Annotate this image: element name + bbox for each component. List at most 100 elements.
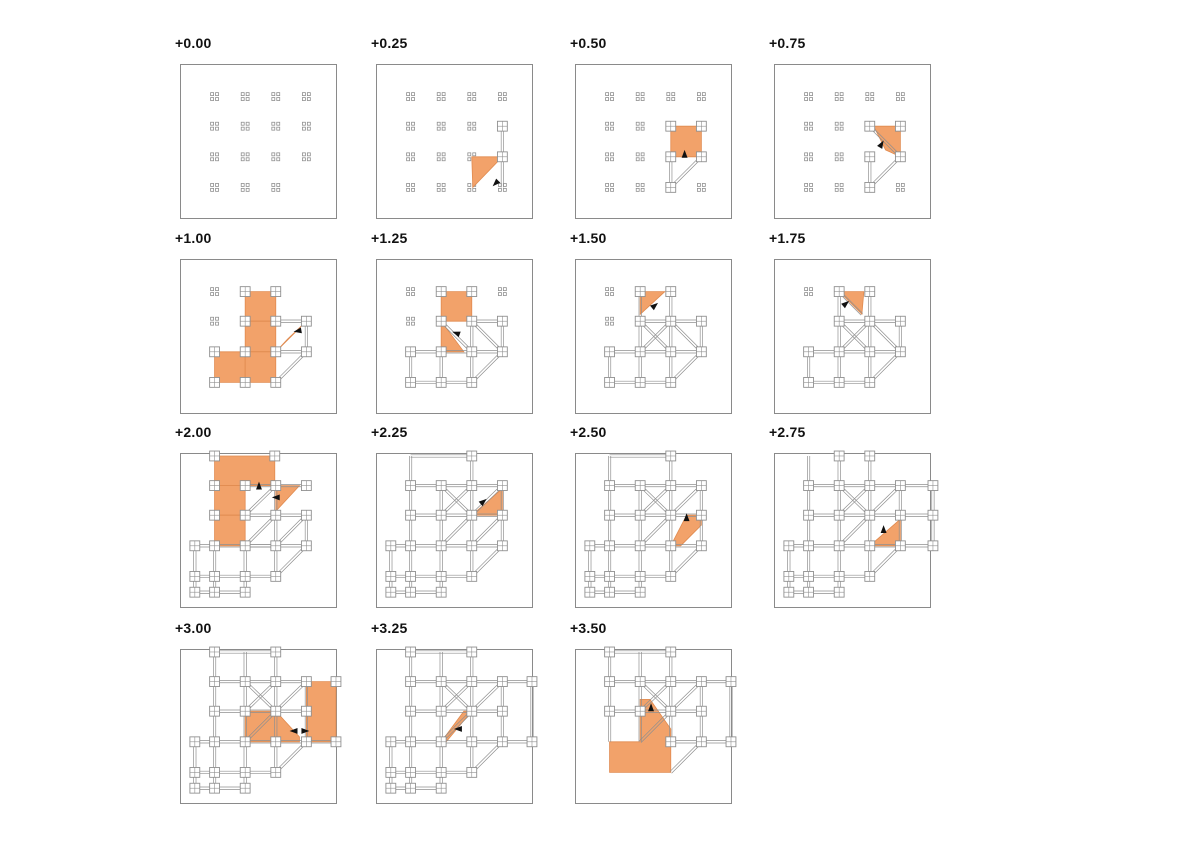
column-node-icon [864,571,876,582]
column-node-icon [496,676,508,687]
highlighted-area [639,291,666,316]
column-node-icon [466,646,478,658]
column-node-icon [803,509,814,521]
column-node-icon [496,346,508,358]
column-marker-icon [896,183,905,192]
beam-line [390,770,472,774]
column-marker-icon [406,152,415,162]
column-marker-icon [666,92,676,101]
direction-arrow-icon [301,727,310,734]
column-node-icon [435,676,447,687]
column-node-icon [894,540,906,552]
column-node-icon [270,646,282,658]
plan-drawing [783,450,939,598]
beam-line [440,514,473,547]
column-node-icon [385,767,397,778]
column-marker-icon [834,121,844,131]
frame-label: +3.00 [175,620,212,636]
frame-label: +2.00 [175,424,212,440]
beam-line [609,454,671,458]
plan-drawing [385,646,538,794]
column-marker-icon [406,183,415,192]
column-node-icon [584,571,596,582]
column-node-icon [466,509,478,521]
column-marker-icon [302,152,311,162]
column-node-icon [803,586,814,598]
column-node-icon [665,571,677,582]
beam-line [244,710,277,743]
column-node-icon [270,705,282,717]
beam-line [409,651,413,789]
beam-line [868,544,902,578]
beam-line [274,350,308,384]
beam-line [639,484,672,517]
column-node-icon [833,586,845,598]
column-marker-icon [240,152,250,162]
beam-line [213,545,217,593]
column-node-icon [270,736,282,748]
beam-line [389,545,393,593]
column-node-icon [239,540,251,552]
column-node-icon [496,120,508,132]
column-node-icon [496,315,508,327]
column-node-icon [665,151,677,163]
column-node-icon [270,676,282,687]
column-node-icon [405,480,416,491]
plan-drawing [189,450,312,598]
column-node-icon [405,676,416,687]
diagram-frame [180,450,337,608]
column-marker-icon [436,92,446,101]
direction-arrow-icon [492,178,501,187]
column-node-icon [695,151,707,163]
beam-line [788,574,870,578]
column-node-icon [604,509,615,521]
frame-label: +1.50 [570,230,607,246]
column-node-icon [270,540,282,552]
beam-line [274,680,308,713]
column-node-icon [405,736,416,748]
beam-line [669,651,673,742]
column-node-icon [864,315,876,327]
beam-line [470,680,504,713]
beam-line [868,350,902,384]
beam-line [838,484,871,517]
column-node-icon [466,480,478,491]
column-marker-icon [635,152,645,162]
column-node-icon [783,586,795,598]
column-marker-icon [498,287,507,296]
column-node-icon [604,571,615,582]
beam-line [244,514,277,547]
column-node-icon [209,736,220,748]
column-node-icon [435,346,447,358]
column-node-icon [894,315,906,327]
beam-line [669,155,703,189]
column-node-icon [209,586,220,598]
column-node-icon [604,586,615,598]
column-node-icon [239,346,251,358]
beam-line [409,455,413,593]
beam-line [589,574,671,578]
column-marker-icon [240,92,250,101]
column-node-icon [405,346,416,358]
column-marker-icon [697,183,706,192]
column-marker-icon [834,152,844,162]
column-marker-icon [240,183,250,192]
column-node-icon [300,705,312,717]
beam-line [193,741,197,789]
beam-line [194,544,276,548]
beam-line [470,484,504,517]
column-node-icon [894,151,906,163]
column-node-icon [466,571,478,582]
plan-drawing [406,92,508,192]
column-marker-icon [498,183,507,192]
column-node-icon [584,540,596,552]
column-node-icon [385,736,397,748]
column-marker-icon [605,316,614,326]
column-node-icon [270,377,282,388]
beam-line [669,740,703,774]
beam-line [213,651,217,789]
column-node-icon [894,509,906,521]
column-marker-icon [467,121,477,131]
beam-line [470,320,504,353]
beam-line [838,514,871,547]
